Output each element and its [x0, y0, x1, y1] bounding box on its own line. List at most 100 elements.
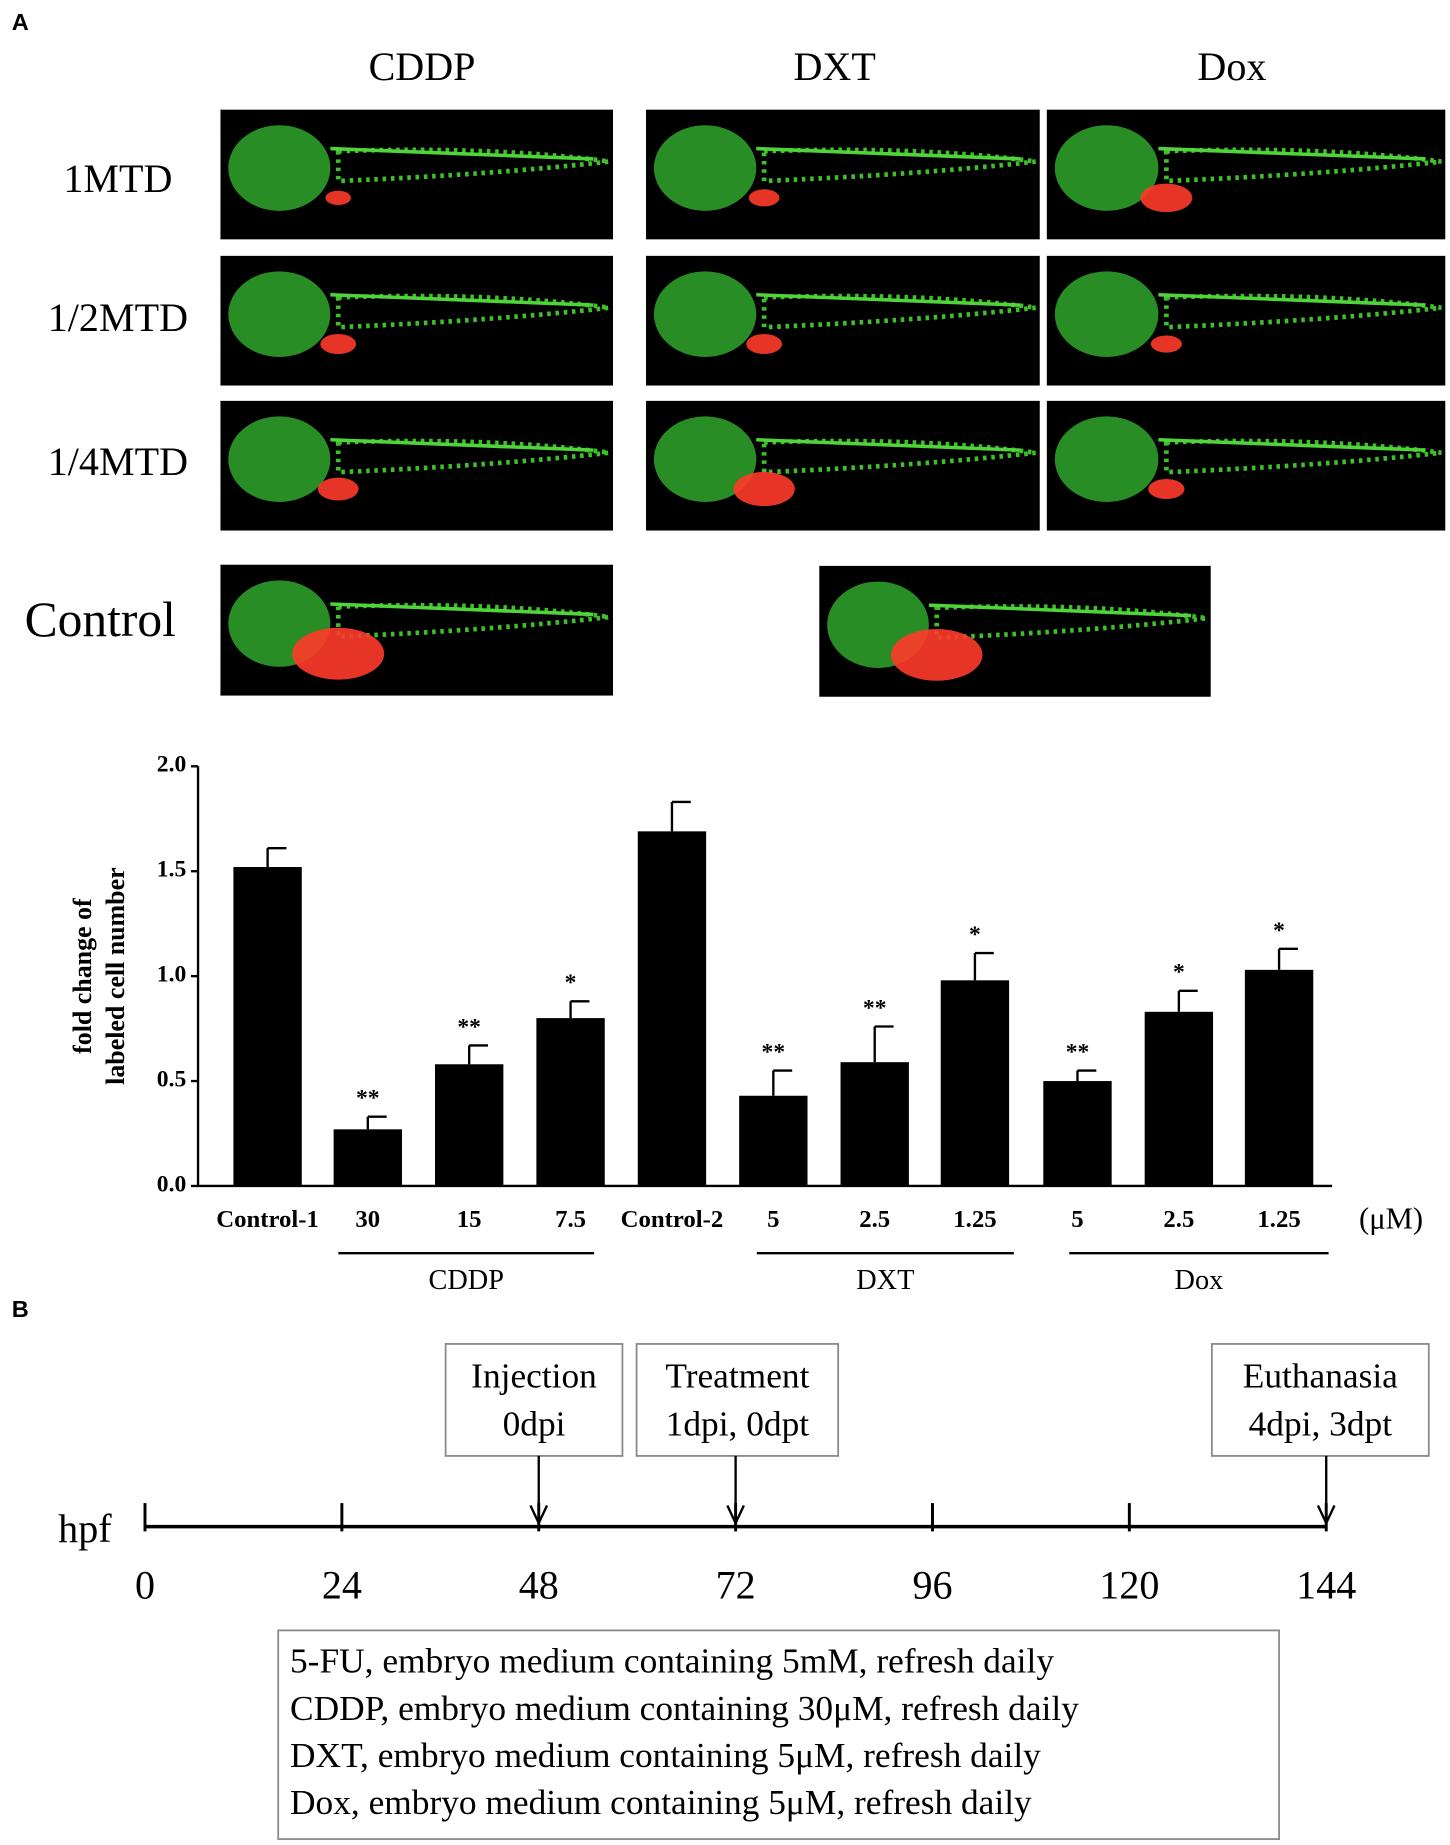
fish-body: [1158, 146, 1426, 161]
row-label: 1/4MTD: [48, 439, 188, 484]
column-title: Dox: [1197, 44, 1266, 89]
row-label: 1MTD: [63, 156, 172, 201]
timeline-tick-label: 48: [519, 1562, 559, 1607]
significance: *: [1273, 918, 1285, 944]
fish-head: [228, 416, 331, 503]
fish-tail: [335, 602, 610, 640]
fish-image: [220, 564, 614, 696]
fish-tail: [761, 438, 1037, 475]
fish-head: [1054, 271, 1159, 357]
fish-body: [756, 437, 1021, 452]
fish-head: [653, 125, 757, 211]
y-tick-label: 1.0: [157, 962, 186, 988]
fish-head: [653, 271, 757, 357]
fish-body: [756, 292, 1021, 307]
unit-label: (μM): [1359, 1201, 1423, 1235]
timeline-tick-label: 0: [135, 1562, 155, 1607]
note-line: Dox, embryo medium containing 5μM, refre…: [290, 1782, 1032, 1822]
fish-yolk: [890, 628, 983, 681]
bar: [233, 867, 302, 1186]
event-text: 4dpi, 3dpt: [1249, 1404, 1393, 1444]
y-tick-label: 0.5: [157, 1066, 186, 1092]
x-tick-label: 30: [355, 1206, 380, 1233]
fish-body: [1158, 292, 1426, 307]
fish-body: [330, 292, 594, 307]
bar: [637, 831, 707, 1186]
significance: *: [1173, 960, 1185, 986]
panel-label: B: [12, 1296, 29, 1322]
notes-box: [277, 1629, 1280, 1840]
fish-image: [819, 565, 1211, 697]
note-line: CDDP, embryo medium containing 30μM, ref…: [290, 1688, 1079, 1728]
column-title: CDDP: [369, 44, 476, 89]
event-box: [635, 1343, 840, 1457]
fish-tail: [1164, 438, 1442, 475]
fish-image: [646, 400, 1040, 531]
bar: [1244, 969, 1314, 1186]
fish-image: [646, 255, 1040, 386]
timeline-tick-label: 144: [1296, 1562, 1356, 1607]
fish-head: [653, 416, 757, 503]
fish-body: [928, 603, 1192, 618]
group-label: CDDP: [429, 1265, 504, 1296]
arrow-head: [1316, 1504, 1336, 1526]
fish-image: [220, 400, 614, 531]
arrow-head: [726, 1504, 745, 1526]
x-tick-label: 1.25: [1257, 1206, 1300, 1233]
note-line: DXT, embryo medium containing 5μM, refre…: [290, 1735, 1041, 1775]
fish-body: [330, 602, 594, 617]
significance: **: [762, 1039, 786, 1065]
fish-image: [220, 255, 614, 386]
bar: [840, 1062, 909, 1186]
significance: **: [457, 1014, 481, 1040]
significance: **: [1066, 1039, 1090, 1065]
fish-image: [1046, 255, 1446, 386]
x-tick-label: Control-1: [216, 1206, 319, 1233]
fish-yolk: [1150, 335, 1182, 353]
panel-label: A: [12, 9, 29, 35]
x-tick-label: 5: [1071, 1206, 1083, 1233]
axis-label: hpf: [58, 1506, 112, 1551]
bar: [739, 1095, 808, 1186]
fish-image: [1046, 400, 1446, 531]
event-text: Treatment: [665, 1355, 809, 1395]
fish-tail: [335, 438, 610, 475]
fish-yolk: [325, 190, 351, 205]
x-tick-label: 2.5: [1163, 1206, 1194, 1233]
group-label: Dox: [1175, 1265, 1224, 1296]
fish-yolk: [1140, 183, 1193, 213]
significance: *: [565, 970, 577, 996]
significance: **: [356, 1086, 380, 1112]
fish-tail: [761, 147, 1037, 184]
fish-head: [1054, 125, 1159, 211]
fish-image: [1046, 109, 1446, 240]
bar: [536, 1018, 605, 1186]
y-axis-label: fold change of: [68, 898, 97, 1054]
timeline-tick-label: 120: [1099, 1562, 1159, 1607]
event-text: Euthanasia: [1243, 1355, 1398, 1395]
event-text: Injection: [471, 1355, 597, 1395]
x-tick-label: Control-2: [621, 1206, 724, 1233]
fish-tail: [335, 293, 610, 330]
bar: [333, 1129, 402, 1186]
significance: *: [969, 922, 981, 948]
y-tick-label: 2.0: [157, 752, 186, 778]
event-box: [1210, 1343, 1430, 1457]
fish-yolk: [733, 471, 795, 507]
x-tick-label: 2.5: [859, 1206, 890, 1233]
fish-body: [330, 437, 594, 452]
bar: [1043, 1081, 1112, 1186]
fish-yolk: [320, 334, 357, 355]
fish-head: [228, 271, 331, 357]
arrow-head: [529, 1504, 549, 1526]
y-tick-label: 0.0: [157, 1171, 186, 1197]
fish-tail: [335, 147, 610, 184]
timeline-tick-label: 96: [912, 1562, 952, 1607]
fish-body: [330, 146, 594, 161]
fish-head: [1054, 416, 1159, 503]
fish-yolk: [748, 189, 780, 207]
row-label: Control: [25, 592, 176, 647]
fish-image: [646, 109, 1040, 240]
fish-body: [1158, 437, 1426, 452]
